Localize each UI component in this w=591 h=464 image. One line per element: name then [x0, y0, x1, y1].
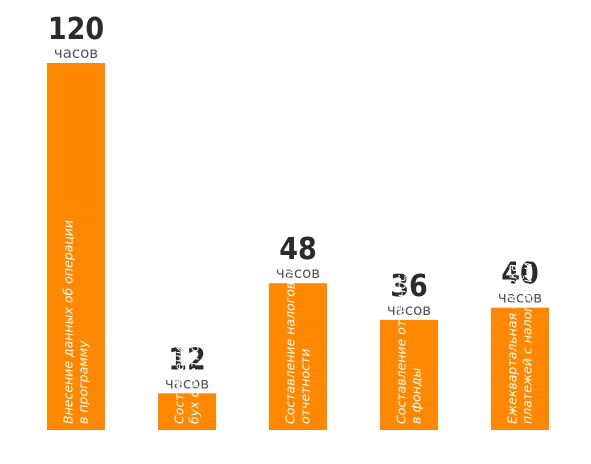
category-label-line: Составление отчетности [394, 259, 409, 424]
unit-label-3: часов [276, 264, 320, 282]
category-label-3: Составление налоговой отчетности [283, 266, 313, 424]
category-label-line: платежей с налоговой инспекцией [520, 191, 535, 424]
unit-label-4: часов [387, 301, 431, 319]
value-label-2: 12 [168, 342, 206, 377]
category-label-line: в фонды [409, 368, 424, 424]
unit-label-2: часов [165, 374, 209, 392]
bar-4 [380, 319, 438, 430]
category-label-2: Составление форм бух отчетности [172, 299, 202, 424]
category-label-line: Составление налоговой [283, 266, 298, 424]
category-label-line: Составление форм [172, 299, 187, 424]
category-label-line: Ежеквартальная сверка [505, 264, 520, 424]
value-label-1: 120 [48, 12, 104, 47]
category-label-line: отчетности [298, 349, 313, 424]
bar-3 [269, 283, 327, 430]
bar-1 [47, 63, 105, 430]
unit-label-5: часов [498, 289, 542, 307]
bar-5 [491, 307, 549, 430]
value-label-4: 36 [390, 269, 428, 304]
value-label-3: 48 [279, 232, 317, 267]
category-label-line: в программу [76, 340, 91, 424]
bar-2 [158, 393, 216, 430]
category-label-line: Внесение данных об операции [61, 220, 76, 424]
unit-label-1: часов [54, 44, 98, 62]
category-label-1: Внесение данных об операции в программу [61, 220, 91, 424]
category-label-line: бух отчетности [187, 322, 202, 424]
category-label-5: Ежеквартальная сверка платежей с налогово… [505, 191, 535, 424]
category-label-4: Составление отчетности в фонды [394, 259, 424, 424]
value-label-5: 40 [501, 257, 539, 292]
